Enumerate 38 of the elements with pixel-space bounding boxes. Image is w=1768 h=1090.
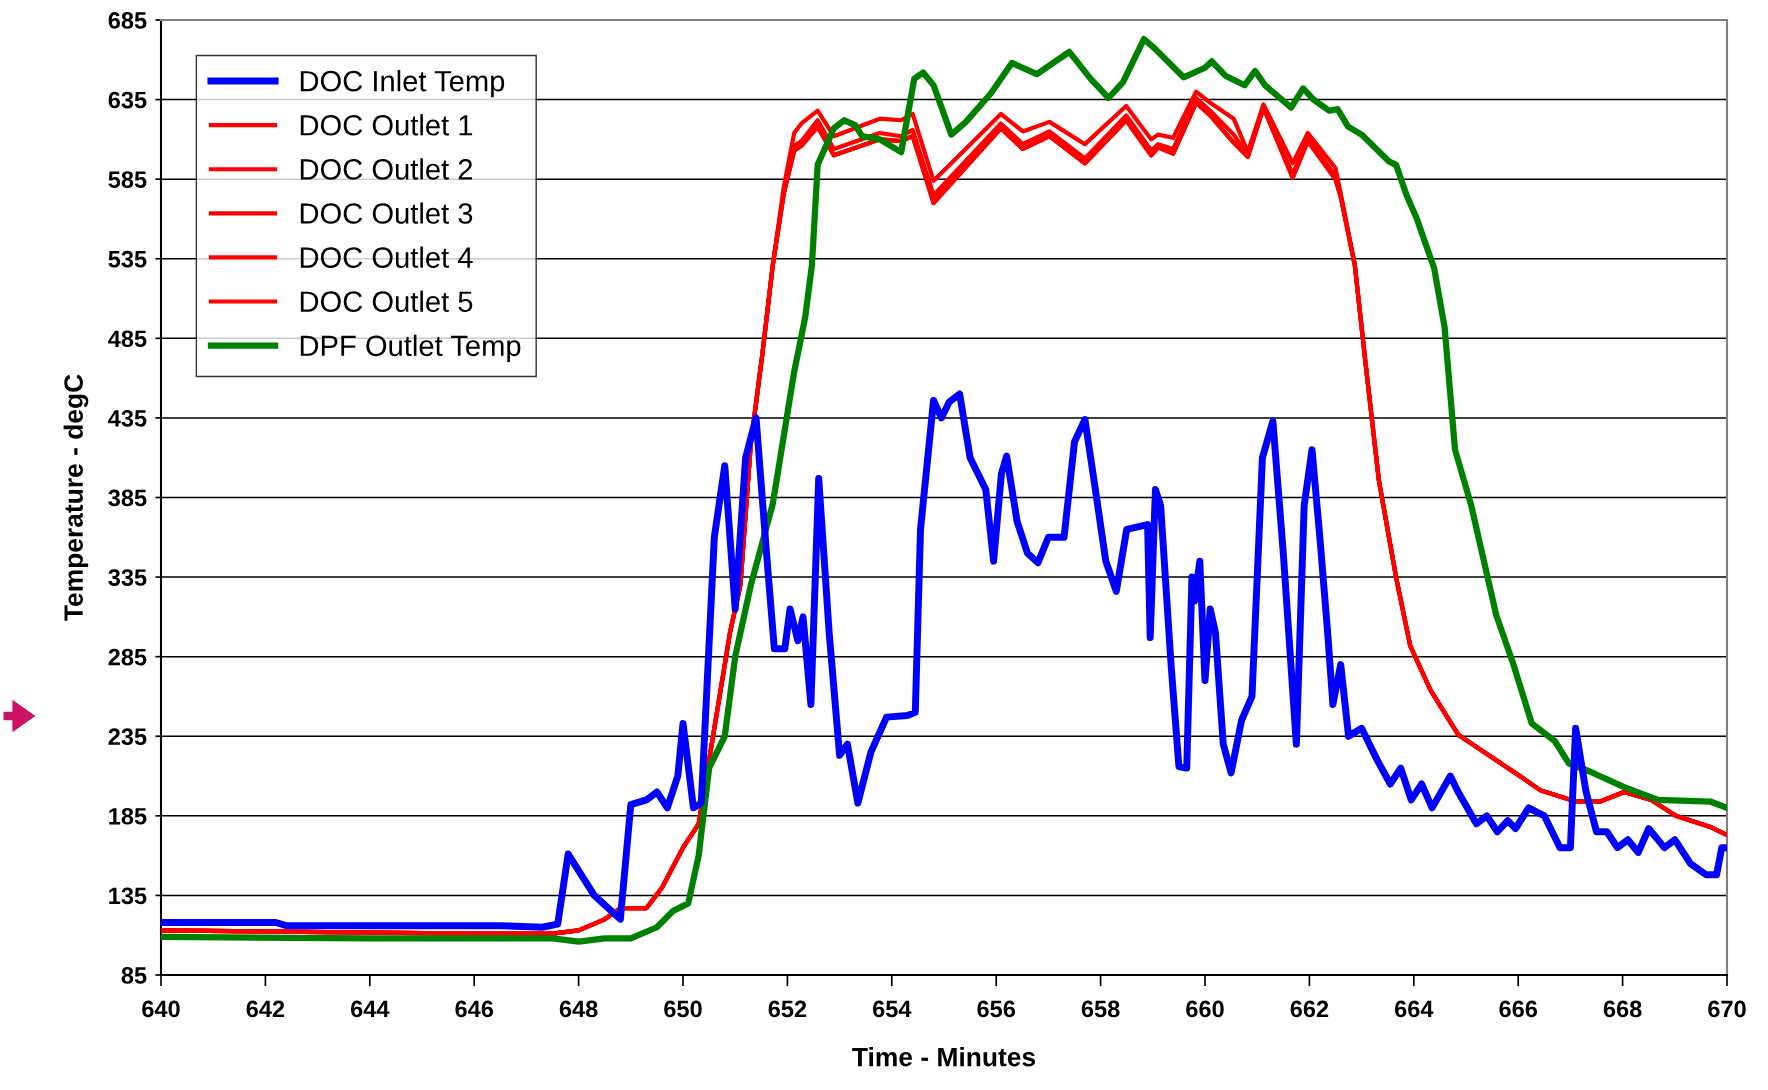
x-tick-label: 652 <box>768 1000 807 1018</box>
x-tick-label: 662 <box>1290 1000 1329 1018</box>
y-tick-label: 535 <box>108 250 147 268</box>
x-tick-label: 656 <box>977 1000 1016 1018</box>
legend-label: DOC Outlet 5 <box>300 290 473 313</box>
y-tick-label: 485 <box>108 330 147 348</box>
y-tick-label: 635 <box>108 91 147 109</box>
y-tick-label: 285 <box>108 648 147 666</box>
x-tick-label: 664 <box>1394 1000 1434 1018</box>
y-tick-label: 685 <box>108 12 147 29</box>
x-tick-label: 670 <box>1708 1000 1746 1018</box>
y-tick-label: 135 <box>109 887 147 905</box>
x-tick-label: 650 <box>664 1000 702 1018</box>
legend-label: DOC Outlet 1 <box>300 114 473 136</box>
y-tick-label: 235 <box>108 728 147 746</box>
x-tick-label: 648 <box>559 1000 598 1018</box>
y-tick-label: 585 <box>108 171 147 188</box>
y-tick-label: 435 <box>108 409 147 427</box>
legend-label: DOC Inlet Temp <box>300 70 505 98</box>
legend-label: DPF Outlet Temp <box>300 334 521 362</box>
x-tick-label: 640 <box>142 1000 180 1018</box>
x-tick-label: 668 <box>1603 1000 1642 1018</box>
legend-label: DOC Outlet 4 <box>300 246 473 268</box>
y-tick-label: 335 <box>108 569 147 586</box>
x-axis-title: Time - Minutes <box>852 1047 1036 1067</box>
y-tick-label: 185 <box>109 807 147 825</box>
x-tick-label: 644 <box>350 1000 390 1018</box>
x-tick-label: 660 <box>1186 1000 1224 1018</box>
y-axis-title: Temperature - degC <box>63 374 89 621</box>
legend-label: DOC Outlet 3 <box>300 202 473 224</box>
x-tick-label: 658 <box>1081 1000 1120 1018</box>
x-tick-label: 642 <box>246 1000 285 1018</box>
legend-label: DOC Outlet 2 <box>300 158 473 180</box>
y-tick-label: 85 <box>121 967 147 984</box>
y-tick-label: 385 <box>108 489 147 507</box>
x-tick-label: 654 <box>872 1000 912 1018</box>
x-tick-label: 646 <box>455 1000 494 1018</box>
x-tick-label: 666 <box>1499 1000 1538 1018</box>
